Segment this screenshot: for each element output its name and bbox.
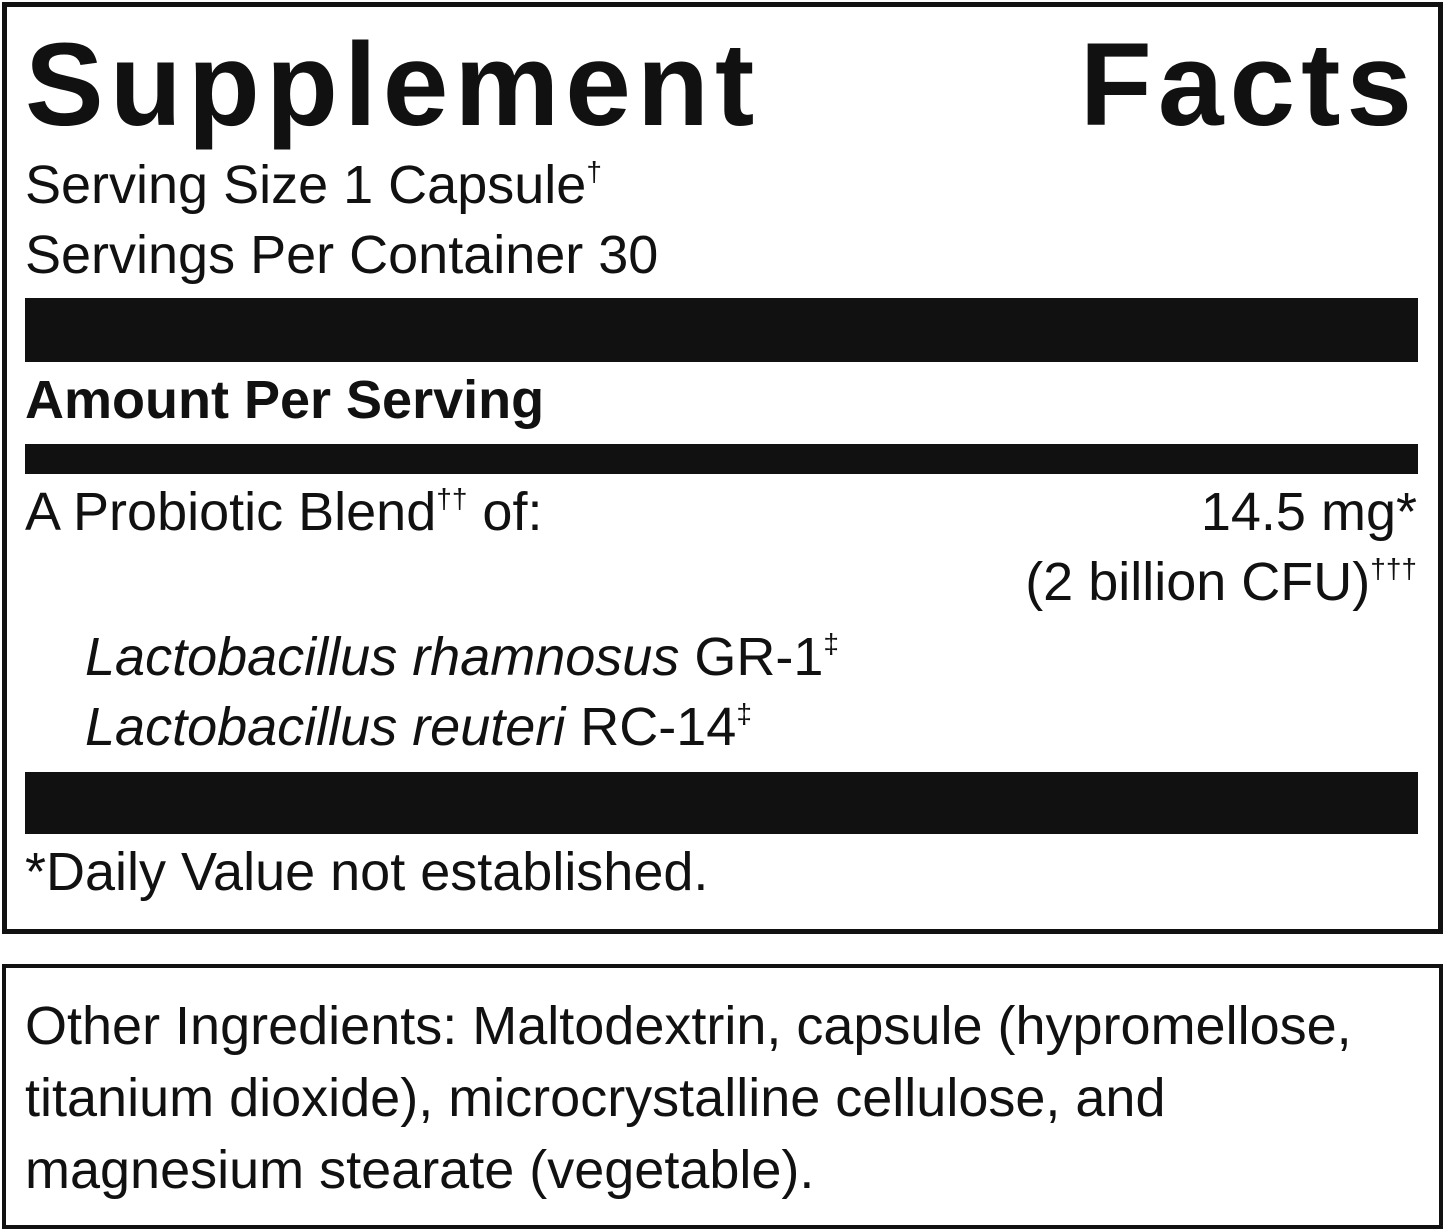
footnote: *Daily Value not established.	[25, 842, 709, 902]
strain-code: RC-14	[565, 697, 737, 757]
strain: Lactobacillus reuteri RC-14‡	[85, 697, 752, 757]
title: Supplement Facts	[25, 19, 1418, 151]
footnote-mark: ‡	[736, 698, 752, 729]
footnote-mark: ‡	[823, 628, 839, 659]
footnote-mark: ††	[436, 483, 468, 514]
footnote-mark: †	[586, 156, 602, 187]
serving-size: Serving Size 1 Capsule†	[25, 155, 602, 215]
strain-code: GR-1	[679, 627, 824, 687]
divider	[25, 298, 1418, 362]
text: (2 billion CFU)	[1025, 552, 1371, 612]
species: Lactobacillus reuteri	[85, 697, 566, 757]
divider	[25, 772, 1418, 834]
text: A Probiotic Blend	[25, 482, 437, 542]
amount-header: Amount Per Serving	[25, 370, 545, 430]
divider	[25, 444, 1418, 474]
text: Serving Size 1 Capsule	[25, 155, 587, 215]
ingredients-box	[2, 964, 1443, 1229]
strain: Lactobacillus rhamnosus GR-1‡	[85, 627, 839, 687]
blend-cfu: (2 billion CFU)†††	[1025, 552, 1417, 612]
other-ingredients: Other Ingredients: Maltodextrin, capsule…	[25, 996, 1352, 1200]
blend-name: A Probiotic Blend†† of:	[25, 482, 542, 542]
species: Lactobacillus rhamnosus	[85, 627, 680, 687]
servings-per-container: Servings Per Container 30	[25, 225, 659, 285]
footnote-mark: †††	[1370, 553, 1417, 584]
text: of:	[467, 482, 543, 542]
blend-amount: 14.5 mg*	[1200, 482, 1417, 542]
facts-box	[2, 2, 1443, 934]
